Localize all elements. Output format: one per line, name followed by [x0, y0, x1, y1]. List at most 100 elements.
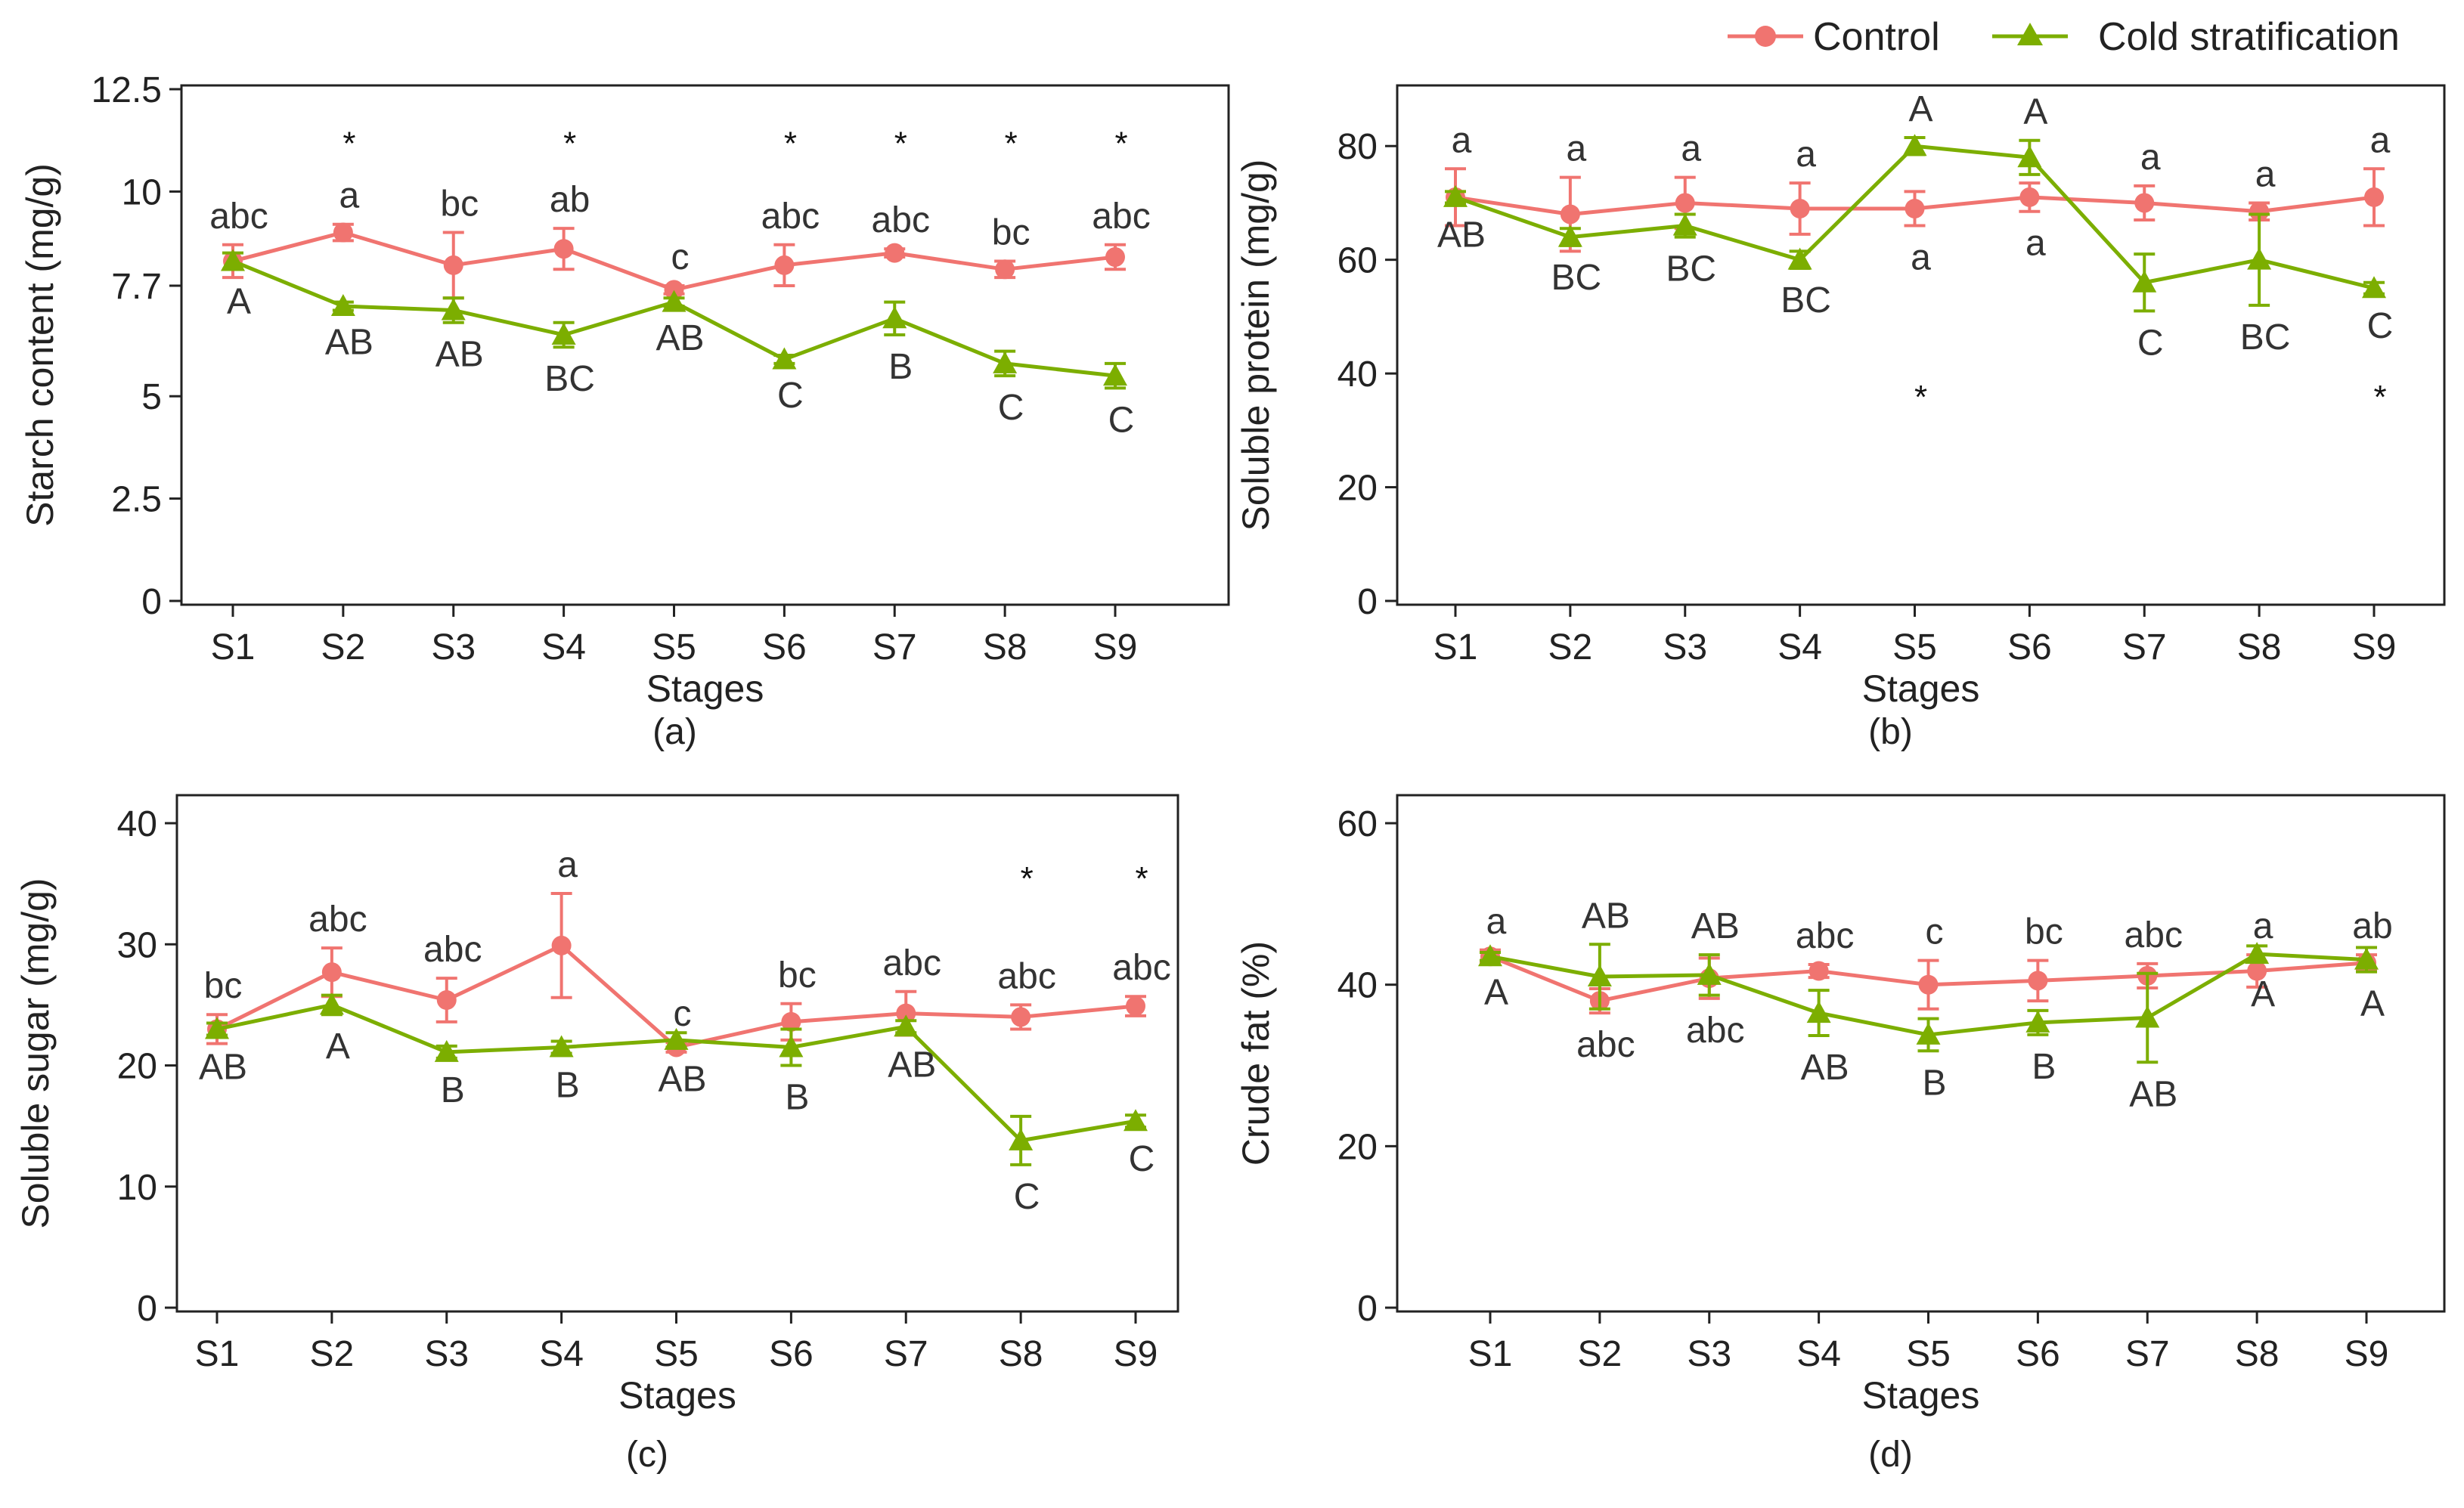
significance-letter: AB [1801, 1048, 1849, 1088]
significance-letter: C [777, 376, 804, 416]
significance-letter: C [998, 388, 1024, 428]
x-tick-label: S9 [2352, 627, 2397, 667]
x-tick-label: S2 [1578, 1334, 1623, 1374]
x-tick-label: S8 [2235, 1334, 2280, 1374]
x-tick-label: S1 [195, 1334, 240, 1374]
y-tick-label: 20 [1337, 469, 1378, 509]
data-point [662, 290, 687, 312]
y-tick-label: 0 [137, 1289, 157, 1329]
data-point [779, 1035, 804, 1057]
data-point [1126, 996, 1145, 1017]
y-tick-label: 80 [1337, 127, 1378, 167]
data-point [549, 1035, 574, 1057]
significance-letter: bc [778, 955, 817, 996]
significance-star: * [563, 125, 576, 162]
x-tick-label: S7 [872, 627, 917, 667]
x-tick-label: S3 [424, 1334, 469, 1374]
panel-label: (c) [626, 1435, 668, 1475]
significance-star: * [1135, 860, 1148, 897]
data-point [205, 1017, 229, 1039]
significance-letter: abc [308, 900, 367, 940]
significance-letter: A [326, 1026, 350, 1067]
significance-letter: a [2255, 154, 2276, 194]
data-point [1105, 247, 1125, 268]
data-point [321, 962, 342, 983]
data-point [896, 1003, 916, 1023]
panel-label: (a) [652, 712, 697, 752]
y-axis-title: Starch content (mg/g) [19, 163, 61, 527]
x-tick-label: S3 [431, 627, 476, 667]
data-point [1918, 974, 1939, 995]
x-axis-title: Stages [1862, 667, 1980, 710]
significance-letter: A [1908, 89, 1932, 129]
panel-a: 0 2.5 5 7.7 10 12.5 S1 S2 S3 S4 S5 S6 S7 S8 S9 Stages St… [19, 70, 1230, 752]
plot-frame [180, 84, 1230, 606]
data-point [1902, 134, 1927, 156]
x-tick-label: S5 [1892, 627, 1937, 667]
significance-letter: AB [435, 335, 484, 375]
x-tick-label: S9 [2345, 1334, 2389, 1374]
significance-letter: B [888, 347, 913, 387]
y-tick-label: 0 [1357, 582, 1378, 622]
significance-letter: C [1129, 1139, 1155, 1179]
panel-label: (b) [1868, 712, 1913, 752]
significance-letter: c [671, 237, 690, 277]
significance-star: * [2373, 379, 2386, 416]
x-tick-label: S7 [2122, 627, 2167, 667]
y-tick-label: 40 [1337, 966, 1378, 1006]
significance-letter: BC [1551, 258, 1602, 298]
significance-letter: abc [883, 943, 941, 983]
significance-letter: abc [1796, 916, 1854, 956]
y-tick-label: 60 [1337, 241, 1378, 281]
significance-letter: AB [2129, 1074, 2177, 1114]
data-point [1808, 961, 1829, 981]
x-tick-label: S2 [321, 627, 366, 667]
data-point [2362, 276, 2386, 299]
significance-letter: BC [2240, 317, 2291, 358]
x-tick-label: S7 [884, 1334, 928, 1374]
x-axis-title: Stages [618, 1374, 736, 1417]
x-tick-label: S4 [1796, 1334, 1841, 1374]
y-tick-label: 40 [1337, 355, 1378, 395]
data-point [1009, 1128, 1034, 1150]
significance-letter: a [339, 176, 360, 216]
x-tick-label: S2 [310, 1334, 355, 1374]
legend-control-label: Control [1813, 15, 1940, 59]
x-tick-label: S6 [2016, 1334, 2060, 1374]
x-tick-label: S7 [2125, 1334, 2170, 1374]
data-point [1905, 198, 1925, 218]
significance-letter: AB [658, 1059, 706, 1099]
data-point [772, 347, 797, 370]
x-tick-label: S2 [1548, 627, 1593, 667]
data-point [1557, 224, 1582, 247]
x-tick-label: S8 [983, 627, 1027, 667]
significance-letter: C [2367, 306, 2394, 346]
significance-letter: a [1452, 120, 1472, 160]
y-tick-label: 20 [1337, 1127, 1378, 1167]
data-point [1787, 247, 1812, 270]
significance-letter: a [2253, 906, 2273, 946]
x-tick-label: S5 [652, 627, 696, 667]
significance-letter: AB [1582, 896, 1630, 936]
x-axis-title: Stages [646, 667, 764, 710]
data-point [781, 1011, 801, 1032]
legend-cold-marker [2017, 23, 2043, 45]
significance-letter: ab [550, 180, 590, 220]
data-point [441, 298, 466, 320]
significance-letter: abc [2125, 915, 2183, 955]
significance-letter: a [1911, 238, 1931, 278]
significance-letter: C [1014, 1177, 1040, 1217]
significance-letter: BC [1781, 280, 1831, 320]
significance-letter: A [1484, 973, 1508, 1013]
data-point [319, 992, 344, 1015]
x-tick-label: S6 [762, 627, 807, 667]
y-tick-label: 12.5 [91, 70, 162, 110]
significance-letter: c [1926, 912, 1944, 952]
significance-letter: A [2023, 92, 2047, 132]
data-point [2354, 947, 2379, 970]
y-axis-title: Soluble protein (mg/g) [1235, 159, 1277, 531]
significance-letter: abc [872, 200, 930, 240]
x-tick-label: S8 [999, 1334, 1043, 1374]
